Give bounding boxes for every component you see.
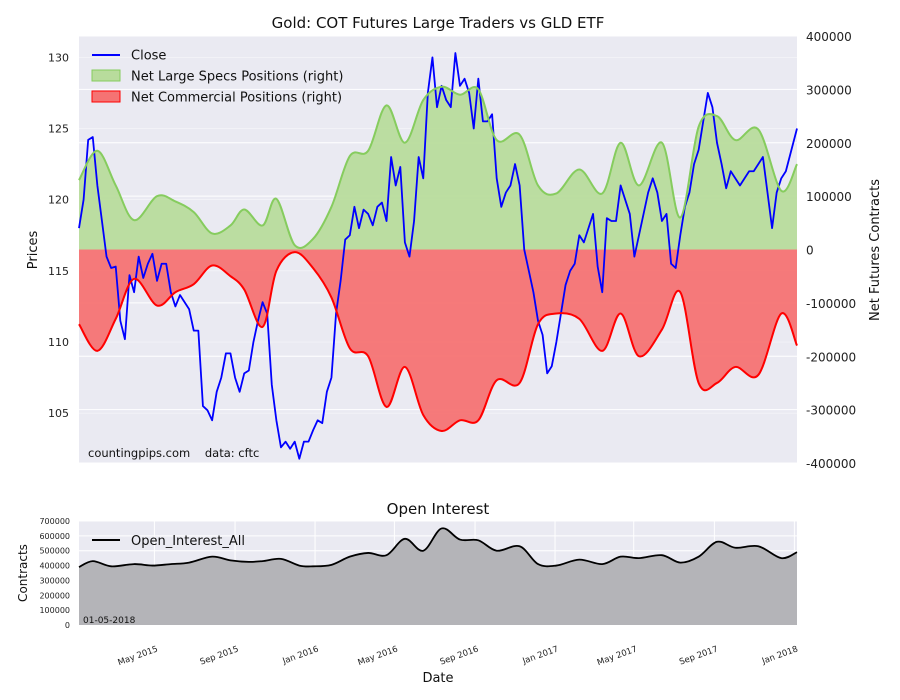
oi-line — [78, 527, 798, 568]
bottom-x-tick-label: May 2017 — [596, 644, 639, 668]
top-y2-tick-label: -300000 — [806, 404, 856, 418]
bottom-y-tick-label: 0 — [65, 621, 70, 630]
top-right-tick-labels: -400000 -300000 -200000 -100000 0 100000 20000… — [806, 30, 856, 471]
legend-specs-label: Net Large Specs Positions (right) — [131, 70, 343, 85]
bottom-x-tick-label: Sep 2016 — [439, 644, 480, 667]
bottom-x-tick-label: Jan 2018 — [760, 644, 800, 667]
top-chart-title: Gold: COT Futures Large Traders vs GLD E… — [272, 14, 605, 32]
top-y-tick-label: 120 — [48, 194, 69, 207]
legend-specs-swatch — [91, 69, 121, 82]
bottom-y-tick-label: 100000 — [39, 606, 70, 615]
top-y2-tick-label: -400000 — [806, 457, 856, 471]
bottom-y-tick-label: 300000 — [39, 576, 70, 585]
oi-area — [79, 528, 797, 625]
top-y-axis-label: Prices — [26, 231, 41, 270]
top-y2-tick-label: 200000 — [806, 137, 852, 151]
specs-line — [78, 85, 798, 249]
top-y2-tick-label: 0 — [806, 244, 814, 258]
bottom-y-tick-label: 500000 — [39, 547, 70, 556]
top-y-tick-label: 125 — [48, 123, 69, 136]
bottom-x-tick-labels: May 2015 Sep 2015 Jan 2016 May 2016 Sep 2016… — [117, 644, 800, 668]
top-y-tick-label: 105 — [48, 407, 69, 420]
comm-line — [78, 251, 798, 432]
bottom-x-tick-label: Jan 2016 — [281, 644, 321, 667]
top-source-annotation: countingpips.com data: cftc — [88, 446, 259, 460]
bottom-y-tick-label: 600000 — [39, 532, 70, 541]
bottom-y-tick-label: 200000 — [39, 591, 70, 600]
bottom-date-annotation: 01-05-2018 — [83, 616, 136, 626]
top-y2-tick-label: 400000 — [806, 30, 852, 44]
bottom-x-tick-label: Sep 2015 — [199, 644, 240, 667]
top-series-lines — [78, 52, 798, 460]
top-y-tick-label: 130 — [48, 51, 69, 64]
legend-oi-label: Open_Interest_All — [131, 534, 245, 549]
comm-area — [79, 249, 797, 432]
top-y-tick-label: 115 — [48, 265, 69, 278]
legend-close-label: Close — [131, 49, 166, 64]
close-line — [78, 52, 798, 460]
top-y2-axis-label: Net Futures Contracts — [868, 179, 883, 321]
bottom-x-tick-label: Jan 2017 — [520, 644, 560, 667]
top-y2-tick-label: -200000 — [806, 350, 856, 364]
top-y2-tick-label: 100000 — [806, 190, 852, 204]
top-y-tick-label: 110 — [48, 336, 69, 349]
bottom-x-axis-label: Date — [422, 671, 453, 686]
bottom-y-axis-label: Contracts — [16, 544, 30, 602]
top-left-tick-labels: 105 110 115 120 125 130 — [48, 51, 69, 420]
bottom-area-fill — [78, 527, 798, 625]
bottom-chart-title: Open Interest — [387, 500, 490, 518]
top-y2-tick-label: -100000 — [806, 297, 856, 311]
bottom-x-tick-label: May 2015 — [117, 644, 160, 668]
top-y2-tick-label: 300000 — [806, 83, 852, 97]
bottom-legend: Open_Interest_All — [92, 534, 245, 549]
legend-comm-label: Net Commercial Positions (right) — [131, 91, 342, 106]
bottom-x-tick-label: May 2016 — [357, 644, 400, 668]
bottom-y-tick-label: 400000 — [39, 562, 70, 571]
bottom-y-tick-label: 700000 — [39, 517, 70, 526]
bottom-x-tick-label: Sep 2017 — [678, 644, 719, 667]
legend-comm-swatch — [91, 90, 121, 103]
top-legend: Close Net Large Specs Positions (right) … — [91, 49, 343, 106]
bottom-y-tick-labels: 0 100000 200000 300000 400000 500000 600000 700… — [39, 517, 70, 630]
